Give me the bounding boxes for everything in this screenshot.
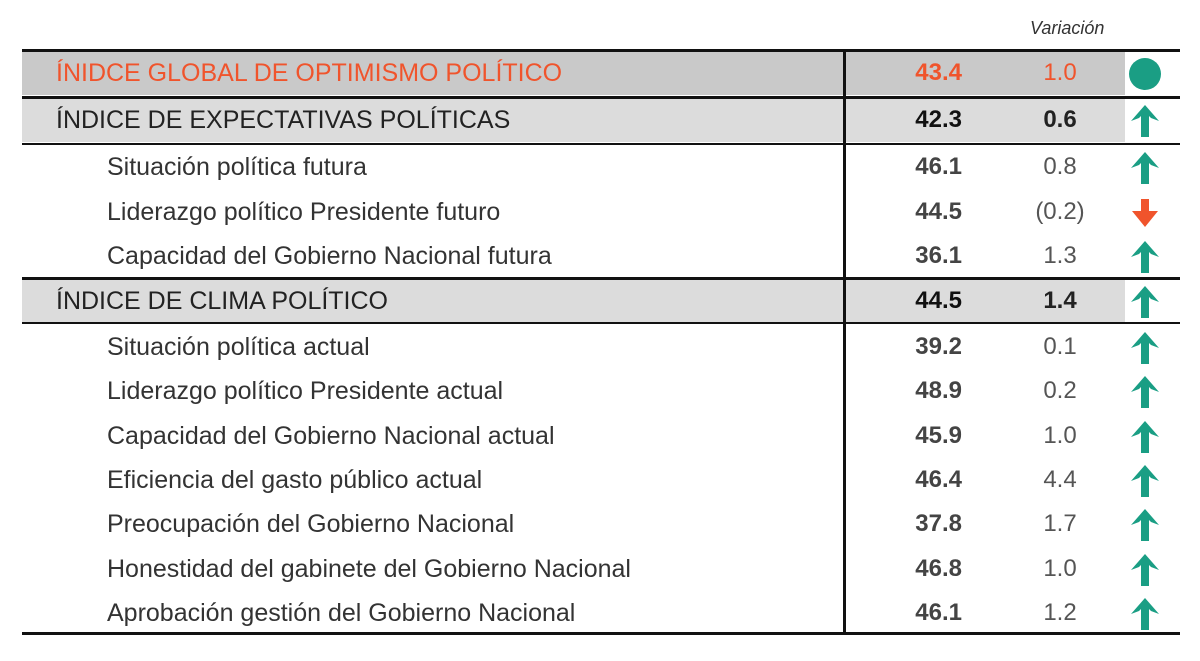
row-value: 45.9 xyxy=(915,422,962,449)
table-row: Honestidad del gabinete del Gobierno Nac… xyxy=(22,547,1180,591)
table-row: Aprobación gestión del Gobierno Nacional… xyxy=(22,591,1180,635)
row-value: 44.5 xyxy=(915,287,962,314)
row-value: 48.9 xyxy=(915,377,962,404)
row-band xyxy=(22,51,1125,95)
row-value: 42.3 xyxy=(915,106,962,133)
column-divider xyxy=(843,50,846,633)
row-value: 46.1 xyxy=(915,599,962,626)
row-value: 46.8 xyxy=(915,555,962,582)
row-value: 46.1 xyxy=(915,153,962,180)
row-label: Preocupación del Gobierno Nacional xyxy=(107,510,515,538)
row-band xyxy=(22,279,1125,323)
table-row: ÍNDICE DE EXPECTATIVAS POLÍTICAS 42.3 0.6 xyxy=(22,98,1180,142)
row-variation: 1.4 xyxy=(1043,287,1077,314)
divider xyxy=(22,143,1180,145)
row-label: Eficiencia del gasto público actual xyxy=(107,466,483,494)
row-label: Situación política futura xyxy=(107,153,367,181)
row-variation: 0.1 xyxy=(1043,333,1077,360)
row-variation: 1.3 xyxy=(1043,242,1077,269)
arrow-up-icon xyxy=(1131,376,1159,408)
arrow-up-icon xyxy=(1131,421,1159,453)
arrow-up-icon xyxy=(1131,152,1159,184)
row-label: Aprobación gestión del Gobierno Nacional xyxy=(107,599,576,627)
arrow-up-icon xyxy=(1131,105,1159,137)
row-variation: 0.8 xyxy=(1043,153,1077,180)
divider xyxy=(22,632,1180,635)
row-label: Capacidad del Gobierno Nacional futura xyxy=(107,242,552,270)
row-variation: 1.2 xyxy=(1043,599,1077,626)
row-variation: 1.0 xyxy=(1043,422,1077,449)
table-row: Situación política actual 39.2 0.1 xyxy=(22,325,1180,369)
row-value: 37.8 xyxy=(915,510,962,537)
row-value: 46.4 xyxy=(915,466,962,493)
table-row: Eficiencia del gasto público actual 46.4 4… xyxy=(22,458,1180,502)
divider xyxy=(22,49,1180,52)
arrow-up-icon xyxy=(1131,332,1159,364)
row-label: Situación política actual xyxy=(107,333,370,361)
divider xyxy=(22,277,1180,280)
table-row: Capacidad del Gobierno Nacional actual 45… xyxy=(22,414,1180,458)
arrow-up-icon xyxy=(1131,554,1159,586)
table-row: Liderazgo político Presidente futuro 44.5… xyxy=(22,190,1180,234)
table-row: ÍNIDCE GLOBAL DE OPTIMISMO POLÍTICO 43.4 1… xyxy=(22,51,1180,95)
row-variation: (0.2) xyxy=(1035,198,1085,225)
row-label: ÍNDICE DE EXPECTATIVAS POLÍTICAS xyxy=(56,106,511,134)
table-row: Preocupación del Gobierno Nacional 37.8 1.… xyxy=(22,502,1180,546)
row-variation: 4.4 xyxy=(1043,466,1077,493)
arrow-down-icon xyxy=(1132,199,1158,227)
row-value: 44.5 xyxy=(915,198,962,225)
row-value: 36.1 xyxy=(915,242,962,269)
row-variation: 1.7 xyxy=(1043,510,1077,537)
table-row: Situación política futura 46.1 0.8 xyxy=(22,145,1180,189)
row-value: 39.2 xyxy=(915,333,962,360)
arrow-up-icon xyxy=(1131,465,1159,497)
row-label: Liderazgo político Presidente futuro xyxy=(107,198,501,226)
row-variation: 1.0 xyxy=(1043,555,1077,582)
arrow-up-icon xyxy=(1131,509,1159,541)
row-variation: 0.6 xyxy=(1043,106,1077,133)
row-label: Capacidad del Gobierno Nacional actual xyxy=(107,422,555,450)
arrow-up-icon xyxy=(1131,241,1159,273)
variation-header: Variación xyxy=(1030,18,1105,38)
table-row: ÍNDICE DE CLIMA POLÍTICO 44.5 1.4 xyxy=(22,279,1180,323)
row-variation: 1.0 xyxy=(1043,59,1077,86)
divider xyxy=(22,96,1180,99)
table-row: Capacidad del Gobierno Nacional futura 36… xyxy=(22,234,1180,278)
row-value: 43.4 xyxy=(915,59,962,86)
row-label: Honestidad del gabinete del Gobierno Nac… xyxy=(107,555,631,583)
row-label: ÍNIDCE GLOBAL DE OPTIMISMO POLÍTICO xyxy=(56,59,563,87)
divider xyxy=(22,322,1180,324)
row-variation: 0.2 xyxy=(1043,377,1077,404)
circle-icon xyxy=(1129,58,1161,90)
arrow-up-icon xyxy=(1131,598,1159,630)
table-row: Liderazgo político Presidente actual 48.9… xyxy=(22,369,1180,413)
row-label: Liderazgo político Presidente actual xyxy=(107,377,504,405)
row-band xyxy=(22,98,1125,142)
arrow-up-icon xyxy=(1131,286,1159,318)
row-label: ÍNDICE DE CLIMA POLÍTICO xyxy=(56,287,389,315)
